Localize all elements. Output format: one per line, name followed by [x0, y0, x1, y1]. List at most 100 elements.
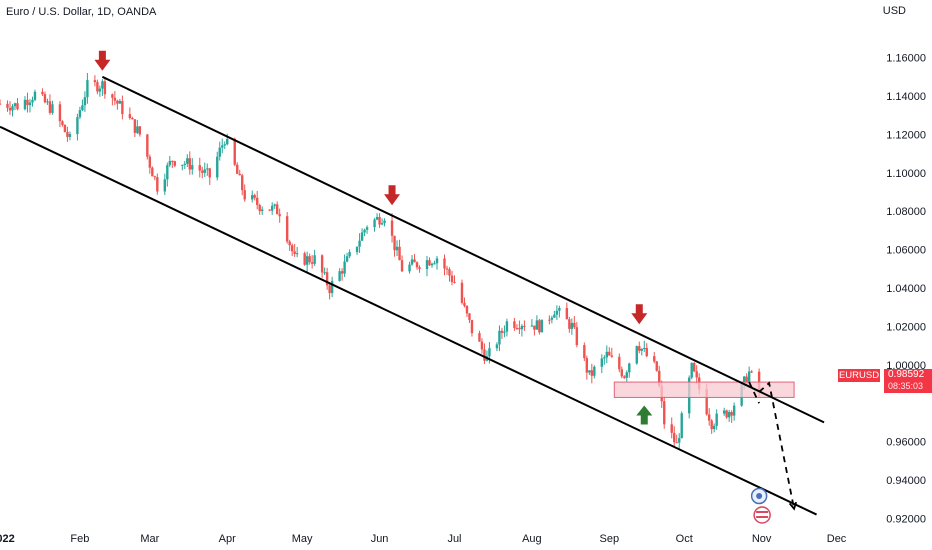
candle-body: [320, 255, 324, 273]
projection-arrowhead: [788, 501, 798, 511]
projection-path: [758, 381, 795, 509]
candle-body: [538, 320, 541, 333]
candle-body: [221, 145, 224, 148]
candle-body: [565, 308, 569, 320]
x-tick-label: Apr: [219, 533, 236, 545]
events-icon-dot: [756, 493, 763, 499]
candle-body: [695, 371, 698, 378]
candle-body: [570, 322, 574, 329]
candle-body: [663, 401, 666, 425]
candle-body: [583, 345, 586, 359]
candle-body: [206, 168, 209, 170]
x-tick-label: Nov: [752, 533, 772, 545]
candle-body: [568, 319, 571, 329]
candle-body: [465, 305, 469, 314]
candle-body: [500, 330, 504, 333]
candle-body: [732, 405, 736, 416]
candle-body: [505, 321, 509, 332]
candle-body: [635, 346, 638, 364]
y-tick-label: 1.00000: [886, 360, 926, 372]
y-tick-label: 0.94000: [886, 475, 926, 487]
candle-body: [48, 101, 52, 113]
candle-body: [113, 97, 117, 101]
candle-body: [553, 314, 556, 318]
candle-body: [238, 173, 241, 176]
candle-body: [408, 264, 411, 272]
bar-countdown: 08:35:03: [888, 381, 924, 391]
candle-body: [268, 209, 271, 211]
candle-body: [6, 103, 9, 108]
arrow-down-icon: [631, 304, 648, 325]
flag-stripe: [756, 511, 769, 513]
candle-body: [51, 104, 54, 113]
candle-body: [191, 165, 194, 170]
candle-body: [678, 438, 681, 443]
y-tick-label: 0.96000: [886, 437, 926, 449]
candle-body: [111, 94, 114, 98]
candle-body: [0, 103, 2, 105]
candle-body: [66, 132, 69, 137]
candle-body: [63, 124, 67, 133]
y-tick-label: 1.04000: [886, 283, 926, 295]
candle-body: [658, 370, 661, 386]
price-axis[interactable]: 1.16000 1.14000 1.12000 1.10000 1.08000 1.060…: [886, 53, 926, 526]
candle-body: [638, 346, 641, 351]
candle-body: [168, 160, 172, 166]
candle-body: [535, 320, 539, 330]
candle-body: [410, 259, 414, 265]
candle-body: [328, 285, 331, 294]
candle-body: [148, 156, 152, 168]
candle-body: [11, 106, 14, 111]
candle-body: [398, 246, 401, 261]
candle-body: [103, 81, 107, 95]
candle-body: [183, 163, 186, 165]
candle-body: [303, 253, 306, 265]
time-axis[interactable]: 2022 Feb Mar Apr May Jun Jul Aug Sep Oct Nov Dec: [0, 533, 847, 545]
candle-body: [98, 88, 102, 92]
candle-body: [203, 169, 206, 173]
y-tick-label: 1.14000: [886, 91, 926, 103]
candle-body: [623, 376, 626, 378]
candle-body: [330, 280, 334, 294]
channel-lower-line: [0, 125, 817, 516]
x-tick-label: Feb: [70, 533, 89, 545]
price-box: 0.98592 08:35:03: [884, 369, 932, 393]
x-tick-label: Aug: [522, 533, 542, 545]
candle-body: [495, 344, 499, 349]
candle-body: [270, 205, 274, 211]
candle-body: [573, 322, 576, 328]
candle-body: [358, 240, 361, 247]
candle-body: [355, 246, 359, 253]
candle-body: [223, 144, 226, 146]
candle-body: [275, 204, 279, 215]
candle-body: [575, 327, 579, 346]
x-tick-label: Oct: [676, 533, 693, 545]
candle-body: [288, 241, 291, 246]
candle-body: [393, 235, 396, 251]
drawings-layer[interactable]: [0, 50, 825, 524]
candle-body: [278, 214, 281, 217]
x-tick-label: May: [292, 533, 313, 545]
candle-body: [673, 432, 676, 443]
x-tick-label: Mar: [140, 533, 159, 545]
x-tick-label: Jun: [371, 533, 389, 545]
candle-body: [198, 165, 201, 171]
candle-body: [480, 341, 484, 350]
symbol-label: EURUSD: [838, 369, 880, 382]
candle-body: [550, 317, 554, 320]
candle-body: [620, 369, 623, 377]
candle-body: [156, 177, 159, 192]
candle-body: [253, 195, 256, 198]
candle-body: [261, 209, 264, 212]
candle-body: [675, 442, 678, 444]
candle-body: [715, 413, 718, 426]
candle-body: [31, 99, 34, 103]
candle-body: [360, 232, 364, 241]
candle-body: [655, 361, 658, 371]
y-tick-label: 1.12000: [886, 129, 926, 141]
y-tick-label: 1.10000: [886, 168, 926, 180]
candle-body: [236, 164, 239, 174]
candle-body: [68, 134, 72, 137]
candle-body: [78, 110, 82, 118]
